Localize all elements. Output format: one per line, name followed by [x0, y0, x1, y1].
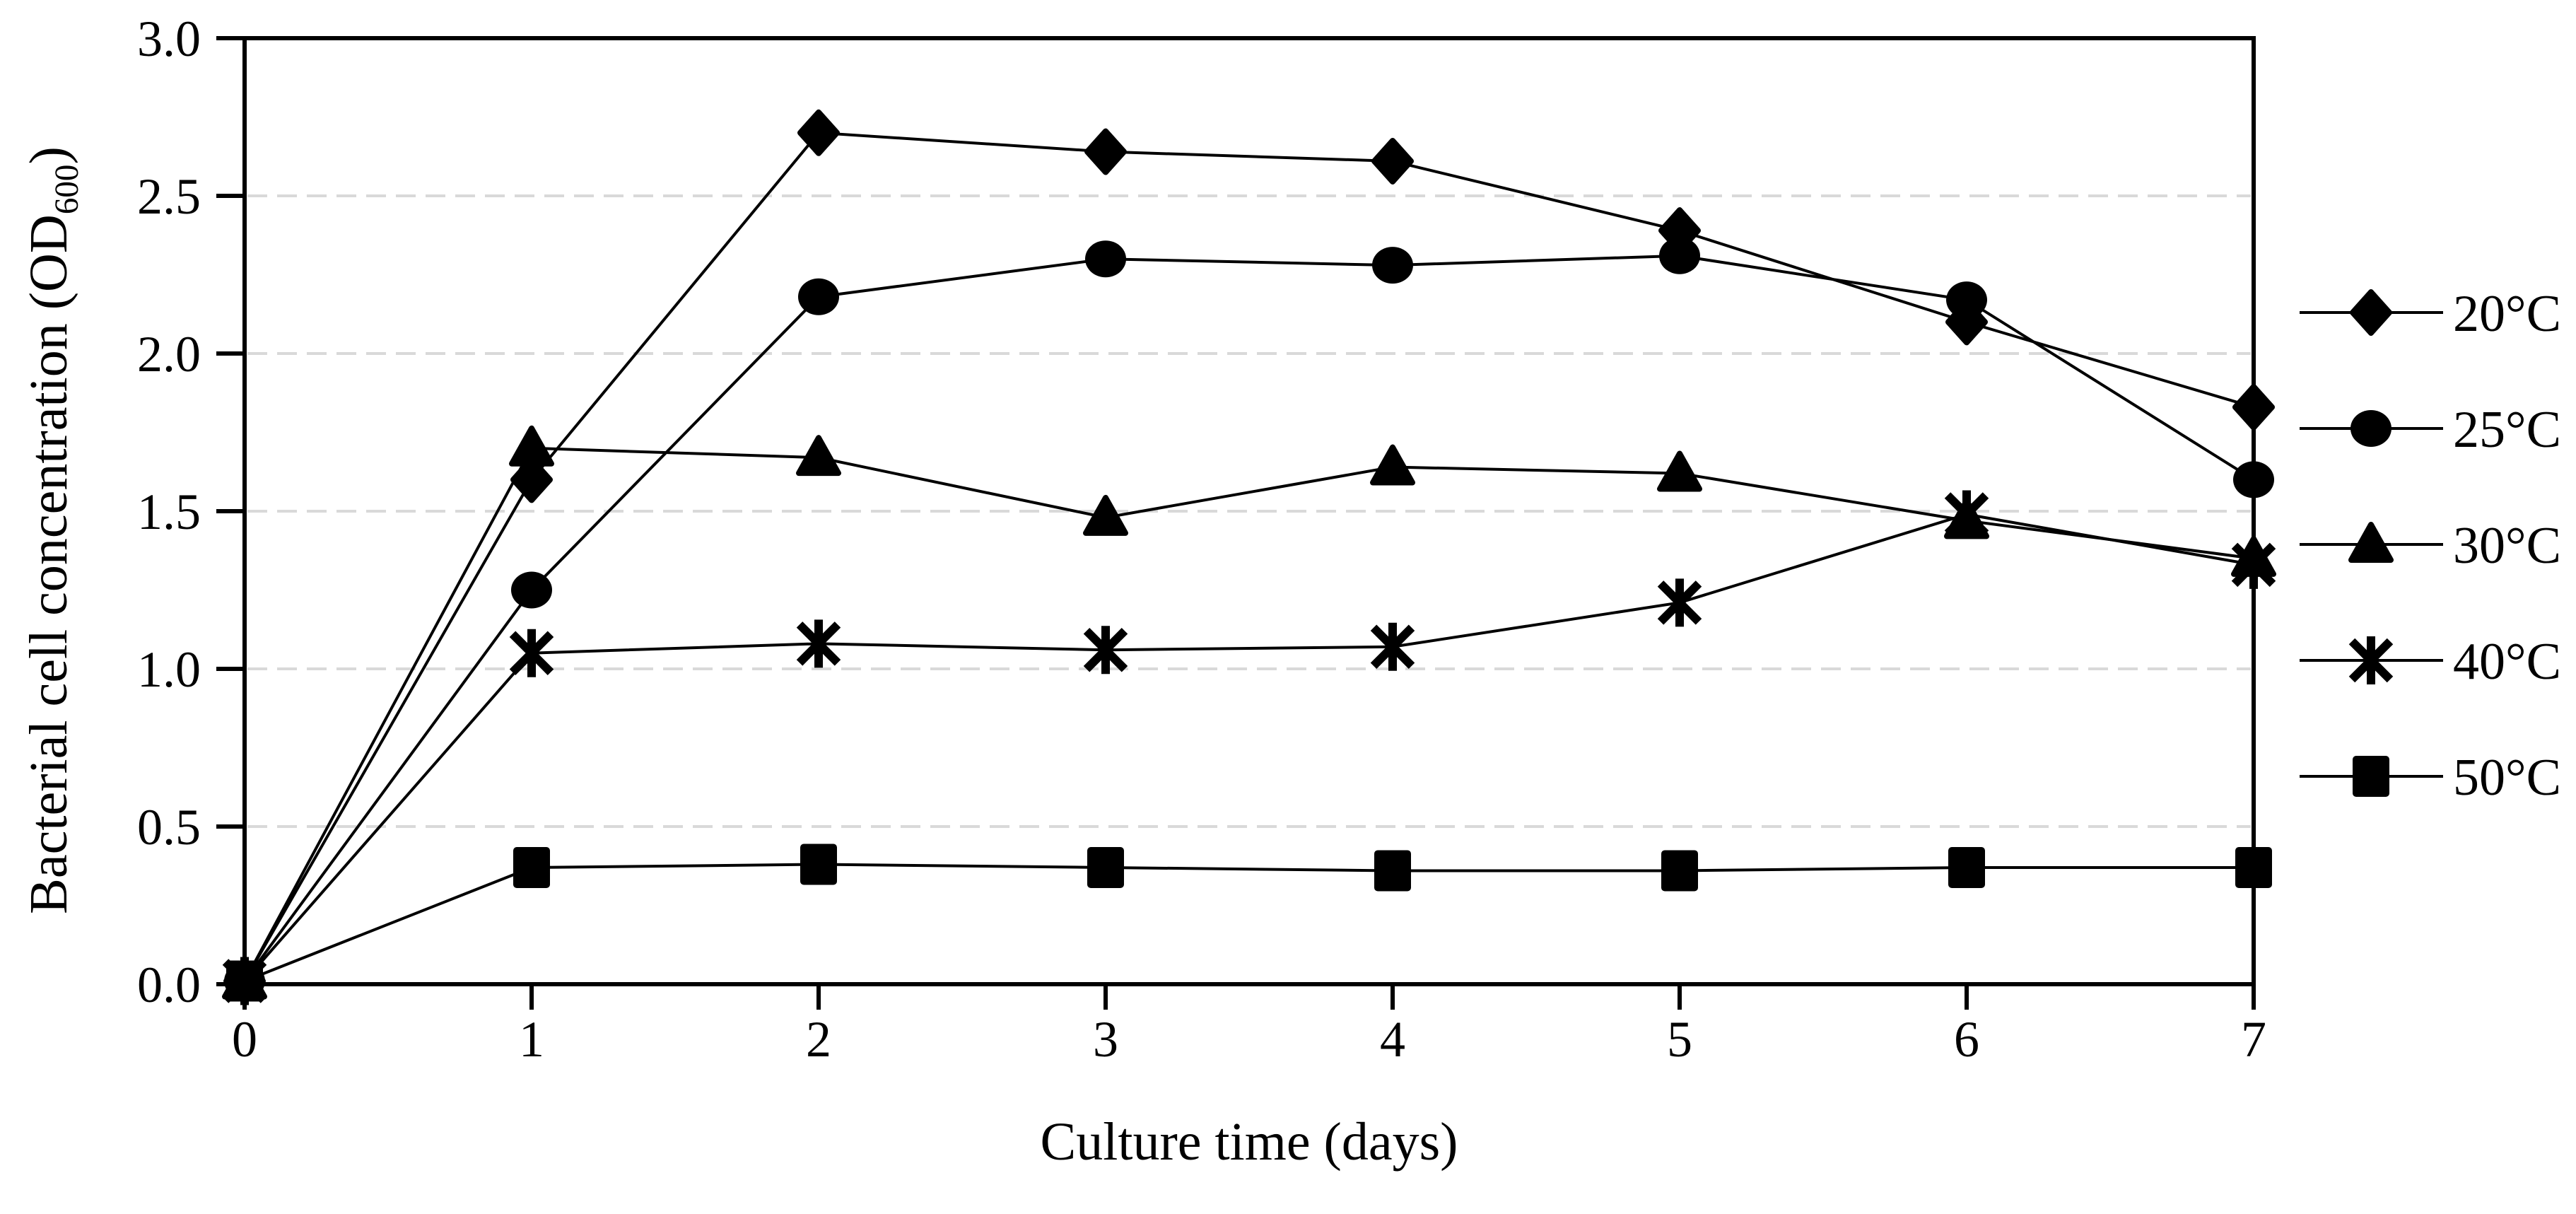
y-tick-label: 1.0	[137, 641, 201, 698]
x-tick-label: 5	[1667, 1011, 1692, 1068]
y-axis-title-text: Bacterial cell concentration (OD	[18, 214, 78, 914]
series-marker-triangle	[796, 435, 841, 477]
y-tick-label: 3.0	[137, 11, 201, 67]
series-marker-circle	[2233, 461, 2274, 498]
series-marker-triangle	[509, 425, 554, 467]
series-marker-square	[1374, 850, 1411, 892]
series-marker-circle	[1085, 240, 1126, 278]
series-marker-asterisk	[1083, 627, 1128, 672]
x-tick-label: 2	[806, 1011, 831, 1068]
series-marker-asterisk	[1657, 580, 1702, 625]
y-tick-label: 2.5	[137, 168, 201, 225]
series-marker-asterisk	[1944, 492, 1989, 537]
series-marker-diamond	[510, 456, 553, 503]
y-tick-label: 1.5	[137, 484, 201, 540]
x-tick-label: 3	[1093, 1011, 1118, 1068]
series-marker-square	[800, 844, 837, 885]
series-marker-diamond	[1084, 128, 1127, 175]
x-tick-label: 1	[519, 1011, 544, 1068]
series-marker-square	[1948, 846, 1985, 888]
series-line	[244, 863, 2254, 983]
x-tick-label: 6	[1954, 1011, 1979, 1068]
y-axis-title-subscript: 600	[49, 164, 86, 215]
series-marker-asterisk	[2231, 542, 2276, 588]
series-marker-square	[1087, 846, 1124, 888]
series-line	[243, 254, 2255, 982]
series-marker-circle	[1659, 237, 1700, 274]
series-line	[243, 446, 2254, 982]
series-marker-triangle	[1370, 444, 1415, 486]
y-tick-label: 0.5	[137, 799, 201, 856]
series-marker-square	[1661, 850, 1698, 892]
legend-label: 40°C	[2453, 633, 2561, 691]
legend-label: 30°C	[2453, 517, 2561, 575]
y-axis-title-suffix: )	[18, 146, 78, 165]
series-marker-circle	[511, 571, 552, 609]
y-tick-label: 0.0	[137, 957, 201, 1013]
series-marker-triangle	[2348, 522, 2394, 563]
x-tick-label: 4	[1380, 1011, 1405, 1068]
series-marker-circle	[1946, 281, 1987, 319]
series-marker-triangle	[1657, 450, 1702, 492]
series-marker-square	[2235, 846, 2272, 888]
series-marker-circle	[798, 278, 839, 315]
series-marker-asterisk	[796, 621, 841, 666]
legend-label: 50°C	[2453, 749, 2561, 807]
series-marker-asterisk	[2348, 638, 2394, 683]
series-marker-diamond	[2350, 289, 2392, 336]
y-axis-title: Bacterial cell concentration (OD600)	[18, 146, 86, 914]
series-marker-square	[513, 846, 550, 888]
legend-label: 25°C	[2453, 401, 2561, 459]
series-marker-triangle	[1083, 494, 1128, 536]
series-marker-square	[226, 960, 263, 1002]
series-marker-circle	[1372, 247, 1413, 284]
x-tick-label: 0	[232, 1011, 257, 1068]
series-marker-diamond	[2232, 383, 2275, 431]
series-marker-asterisk	[509, 631, 554, 675]
series-marker-asterisk	[1370, 624, 1415, 670]
series-line	[243, 513, 2254, 982]
legend-label: 20°C	[2453, 285, 2561, 343]
x-tick-label: 7	[2241, 1011, 2266, 1068]
series-marker-square	[2353, 756, 2389, 797]
series-marker-diamond	[1371, 137, 1414, 185]
y-tick-label: 2.0	[137, 326, 201, 383]
x-axis-title: Culture time (days)	[1040, 1112, 1458, 1172]
series-marker-circle	[2350, 410, 2391, 447]
series-line	[243, 131, 2254, 982]
series-marker-diamond	[797, 109, 840, 156]
